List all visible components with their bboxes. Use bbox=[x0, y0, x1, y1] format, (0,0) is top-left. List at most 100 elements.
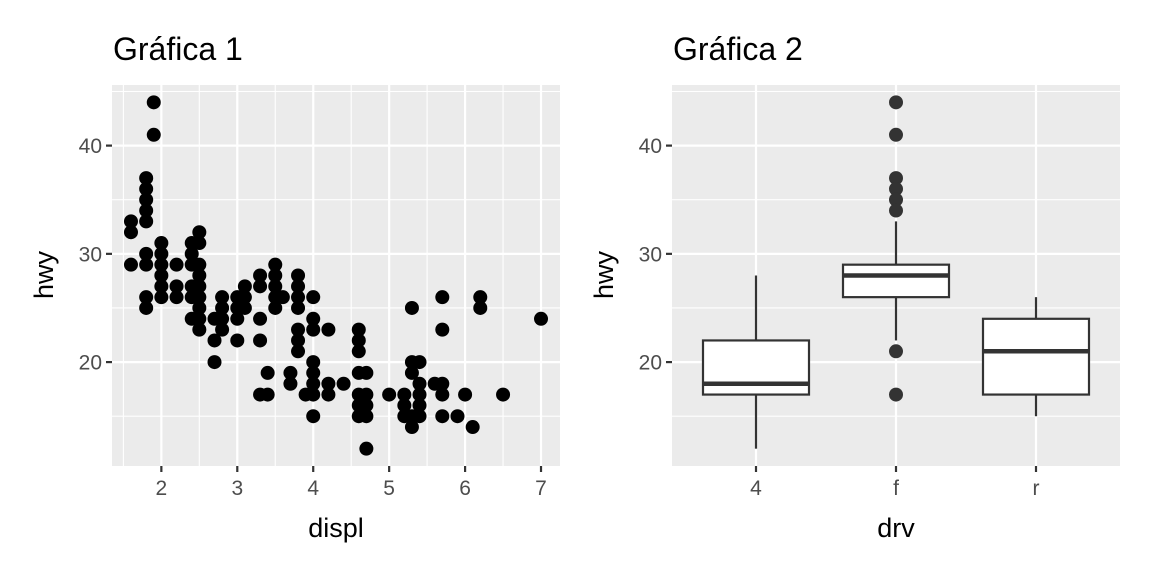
data-point bbox=[146, 95, 161, 110]
data-point bbox=[192, 300, 207, 315]
data-point bbox=[473, 290, 488, 305]
data-point bbox=[275, 290, 290, 305]
data-point bbox=[230, 333, 245, 348]
outlier-point bbox=[889, 171, 903, 186]
x-tick-label: 6 bbox=[459, 477, 471, 500]
data-point bbox=[412, 387, 427, 402]
data-point bbox=[382, 387, 397, 402]
y-tick-label: 30 bbox=[79, 243, 102, 266]
data-point bbox=[359, 387, 374, 402]
x-axis-label: drv bbox=[877, 513, 915, 543]
x-tick-label: 4 bbox=[750, 477, 762, 500]
data-point bbox=[412, 376, 427, 391]
data-point bbox=[184, 246, 199, 261]
x-tick-label: 7 bbox=[535, 477, 547, 500]
data-point bbox=[450, 409, 465, 424]
outlier-point bbox=[889, 192, 903, 207]
x-tick-label: f bbox=[893, 477, 899, 500]
y-axis-label: hwy bbox=[29, 250, 59, 299]
data-point bbox=[253, 311, 268, 326]
y-tick-label: 40 bbox=[79, 135, 102, 158]
data-point bbox=[458, 387, 473, 402]
data-point bbox=[192, 257, 207, 272]
grid-lines bbox=[112, 85, 560, 466]
data-point bbox=[283, 376, 298, 391]
data-point bbox=[123, 257, 138, 272]
data-point bbox=[397, 398, 412, 413]
data-point bbox=[207, 355, 222, 370]
data-point bbox=[192, 268, 207, 283]
data-point bbox=[146, 127, 161, 142]
data-point bbox=[351, 322, 366, 337]
data-point bbox=[306, 387, 321, 402]
x-axis-label: displ bbox=[308, 513, 364, 543]
chart-title: Gráfica 2 bbox=[673, 31, 803, 67]
data-point bbox=[123, 225, 138, 240]
data-point bbox=[253, 333, 268, 348]
y-tick-label: 20 bbox=[79, 352, 102, 375]
data-point bbox=[192, 225, 207, 240]
data-point bbox=[169, 290, 184, 305]
data-point bbox=[359, 365, 374, 380]
outlier-point bbox=[889, 203, 903, 218]
box-f bbox=[841, 95, 951, 402]
x-tick-label: r bbox=[1033, 477, 1040, 500]
boxplot-panel: 4 f r 20 30 40 Gráfica 2 drv hwy bbox=[589, 31, 1120, 543]
data-point bbox=[268, 268, 283, 283]
scatter-plot-panel: 2 3 4 5 6 7 20 30 40 Gráfica 1 displ hwy bbox=[29, 31, 560, 543]
data-point bbox=[336, 376, 351, 391]
data-point bbox=[435, 409, 450, 424]
panel-background bbox=[112, 85, 560, 466]
data-point bbox=[215, 300, 230, 315]
data-point bbox=[397, 387, 412, 402]
data-point bbox=[207, 333, 222, 348]
data-point bbox=[154, 236, 169, 251]
data-point bbox=[169, 257, 184, 272]
data-point bbox=[192, 311, 207, 326]
y-axis-label: hwy bbox=[589, 250, 619, 299]
data-point bbox=[139, 257, 154, 272]
data-point bbox=[359, 409, 374, 424]
data-point bbox=[154, 268, 169, 283]
data-point bbox=[306, 290, 321, 305]
axes: 2 3 4 5 6 7 20 30 40 bbox=[79, 135, 547, 500]
data-point bbox=[435, 387, 450, 402]
data-point bbox=[268, 279, 283, 294]
data-point bbox=[435, 290, 450, 305]
data-point bbox=[192, 322, 207, 337]
data-point bbox=[306, 311, 321, 326]
outlier-point bbox=[889, 127, 903, 142]
data-point bbox=[268, 257, 283, 272]
y-tick-label: 20 bbox=[639, 352, 662, 375]
data-point bbox=[412, 355, 427, 370]
data-point bbox=[139, 290, 154, 305]
data-point bbox=[237, 290, 252, 305]
data-point bbox=[139, 214, 154, 229]
outlier-point bbox=[889, 387, 903, 402]
data-point bbox=[291, 322, 306, 337]
data-point bbox=[215, 311, 230, 326]
data-point bbox=[154, 279, 169, 294]
data-point bbox=[291, 300, 306, 315]
data-point bbox=[237, 279, 252, 294]
y-tick-label: 40 bbox=[639, 135, 662, 158]
data-point bbox=[154, 246, 169, 261]
data-point bbox=[359, 441, 374, 456]
data-point bbox=[139, 203, 154, 218]
box-body bbox=[981, 317, 1091, 396]
data-point bbox=[139, 300, 154, 315]
data-point bbox=[359, 398, 374, 413]
chart-title: Gráfica 1 bbox=[113, 31, 243, 67]
data-point bbox=[123, 214, 138, 229]
data-point bbox=[154, 290, 169, 305]
data-point bbox=[230, 311, 245, 326]
data-point bbox=[412, 398, 427, 413]
data-point bbox=[306, 355, 321, 370]
data-point bbox=[321, 376, 336, 391]
data-point bbox=[473, 300, 488, 315]
data-point bbox=[321, 322, 336, 337]
y-tick-label: 30 bbox=[639, 243, 662, 266]
data-point bbox=[435, 376, 450, 391]
data-point bbox=[215, 322, 230, 337]
